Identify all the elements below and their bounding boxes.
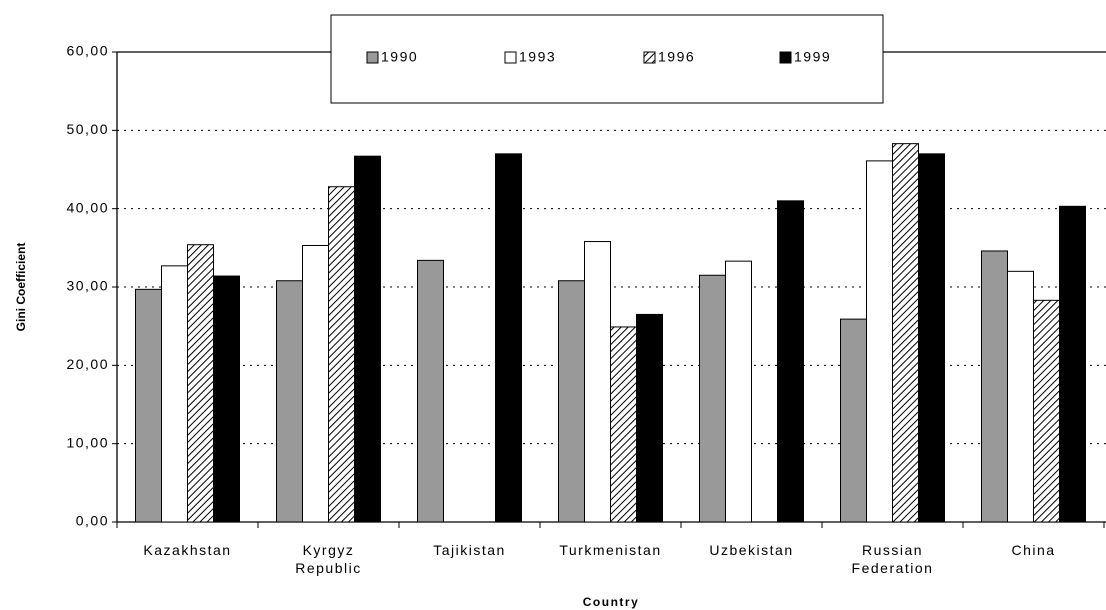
bar bbox=[866, 160, 893, 523]
bar bbox=[213, 275, 240, 523]
bar bbox=[354, 155, 381, 523]
bar bbox=[1007, 270, 1034, 523]
x-tick-label: China bbox=[1011, 542, 1056, 558]
x-tick-label: Tajikistan bbox=[433, 542, 506, 558]
y-tick-label: 60,00 bbox=[66, 43, 109, 59]
bar bbox=[187, 244, 214, 523]
legend-swatch bbox=[643, 51, 656, 64]
y-tick-label: 0,00 bbox=[76, 513, 109, 529]
bar bbox=[840, 318, 867, 523]
legend-label: 1996 bbox=[658, 49, 695, 65]
legend-swatch bbox=[504, 51, 517, 64]
y-tick-label: 10,00 bbox=[66, 434, 109, 450]
y-axis-title: Gini Coefficient bbox=[14, 243, 28, 332]
bar bbox=[1033, 299, 1060, 523]
bar bbox=[981, 250, 1008, 523]
y-tick-label: 20,00 bbox=[66, 356, 109, 372]
bar bbox=[777, 200, 804, 523]
bar bbox=[302, 244, 329, 523]
y-tick-label: 40,00 bbox=[66, 199, 109, 215]
legend-swatch bbox=[779, 51, 792, 64]
x-axis-title: Country bbox=[583, 595, 640, 609]
bar bbox=[495, 153, 522, 523]
legend-label: 1990 bbox=[381, 49, 418, 65]
bar bbox=[328, 186, 355, 523]
bar bbox=[276, 280, 303, 523]
legend-label: 1999 bbox=[794, 49, 831, 65]
legend-label: 1993 bbox=[519, 49, 556, 65]
x-tick-label: Russian Federation bbox=[851, 542, 934, 576]
x-tick-label: Kyrgyz Republic bbox=[295, 542, 362, 576]
bar bbox=[558, 280, 585, 523]
y-tick-label: 50,00 bbox=[66, 121, 109, 137]
bar bbox=[584, 241, 611, 523]
legend-swatch bbox=[366, 51, 379, 64]
bar bbox=[725, 260, 752, 523]
bar bbox=[892, 143, 919, 523]
x-tick-label: Kazakhstan bbox=[143, 542, 232, 558]
bar bbox=[699, 274, 726, 523]
y-tick-label: 30,00 bbox=[66, 278, 109, 294]
bar bbox=[135, 288, 162, 523]
bar bbox=[918, 153, 945, 523]
bar bbox=[161, 265, 188, 523]
x-tick-label: Uzbekistan bbox=[709, 542, 794, 558]
x-tick-label: Turkmenistan bbox=[559, 542, 662, 558]
bar bbox=[610, 326, 637, 523]
bar bbox=[636, 313, 663, 523]
bar bbox=[417, 259, 444, 523]
bar bbox=[1059, 205, 1086, 523]
